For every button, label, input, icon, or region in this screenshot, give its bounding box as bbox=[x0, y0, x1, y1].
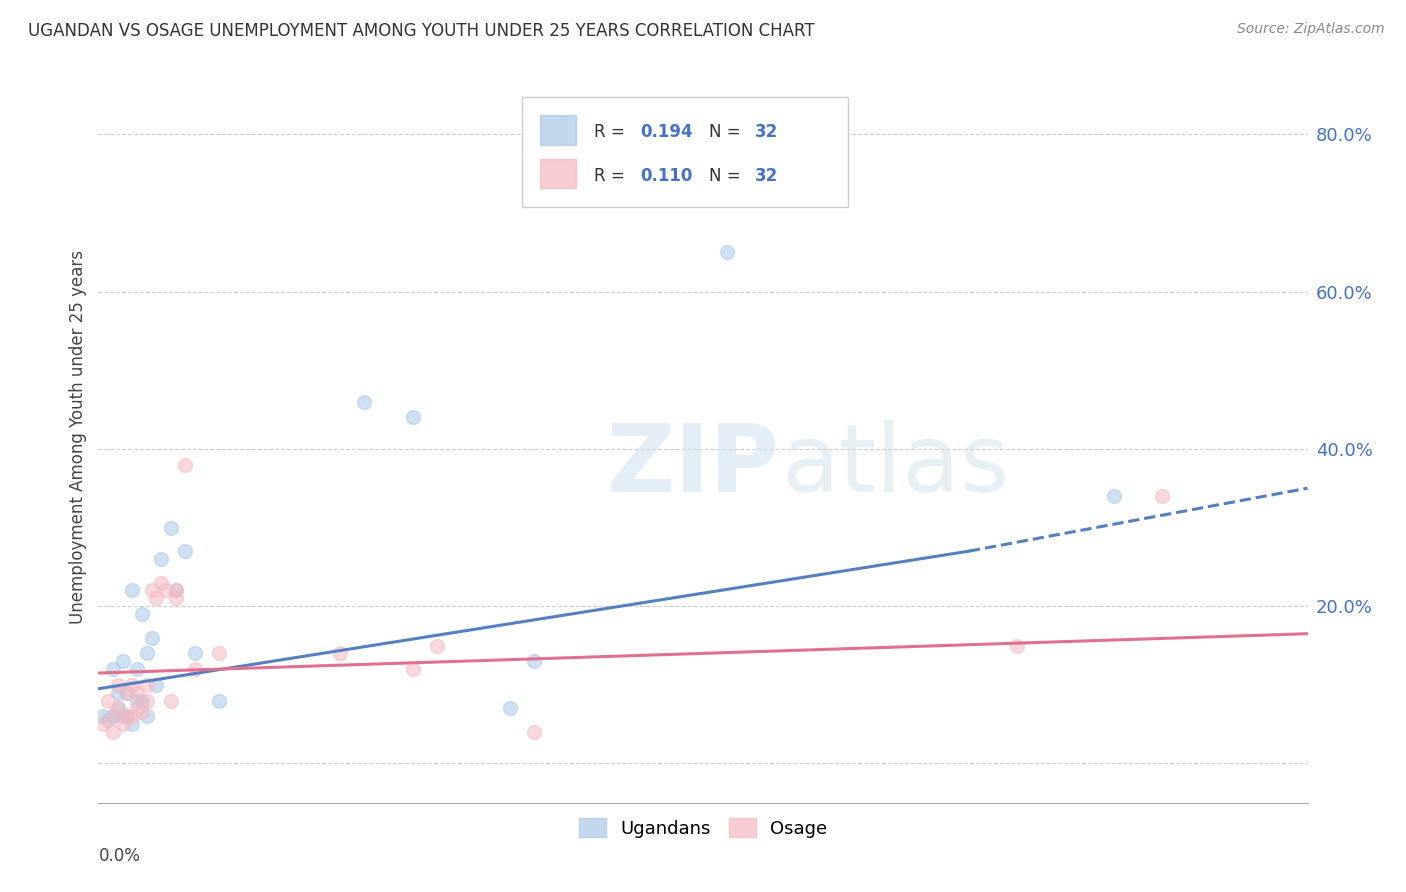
Point bbox=[150, 575, 173, 590]
Point bbox=[160, 520, 183, 534]
Text: Source: ZipAtlas.com: Source: ZipAtlas.com bbox=[1237, 22, 1385, 37]
Point bbox=[111, 709, 134, 723]
Point bbox=[174, 458, 197, 472]
FancyBboxPatch shape bbox=[540, 159, 576, 188]
Text: N =: N = bbox=[709, 167, 747, 185]
Point bbox=[329, 646, 352, 660]
Text: R =: R = bbox=[595, 167, 630, 185]
Point bbox=[135, 709, 157, 723]
Point bbox=[135, 693, 157, 707]
Text: 32: 32 bbox=[755, 123, 779, 141]
Point bbox=[426, 639, 449, 653]
Point bbox=[97, 713, 120, 727]
Point bbox=[107, 701, 129, 715]
Text: R =: R = bbox=[595, 123, 630, 141]
Point bbox=[716, 245, 738, 260]
Point bbox=[1007, 639, 1029, 653]
Text: 0.110: 0.110 bbox=[640, 167, 693, 185]
Point bbox=[135, 646, 157, 660]
Point bbox=[141, 583, 163, 598]
Point bbox=[135, 678, 157, 692]
Point bbox=[208, 693, 231, 707]
Point bbox=[111, 654, 134, 668]
Point bbox=[353, 394, 375, 409]
Point bbox=[165, 583, 187, 598]
Point bbox=[101, 709, 124, 723]
Point bbox=[150, 552, 173, 566]
Text: 0.0%: 0.0% bbox=[98, 847, 141, 864]
Point bbox=[117, 709, 139, 723]
Point bbox=[117, 709, 139, 723]
FancyBboxPatch shape bbox=[540, 115, 576, 145]
Point bbox=[121, 678, 143, 692]
Point bbox=[208, 646, 231, 660]
Text: 0.194: 0.194 bbox=[640, 123, 693, 141]
Point bbox=[97, 693, 120, 707]
Point bbox=[131, 693, 153, 707]
Point bbox=[121, 709, 143, 723]
Point bbox=[117, 686, 139, 700]
Point bbox=[107, 701, 129, 715]
Point bbox=[127, 693, 149, 707]
Point bbox=[165, 583, 187, 598]
Point bbox=[184, 662, 207, 676]
Point bbox=[131, 607, 153, 621]
Y-axis label: Unemployment Among Youth under 25 years: Unemployment Among Youth under 25 years bbox=[69, 250, 87, 624]
Point bbox=[131, 706, 153, 720]
Point bbox=[101, 725, 124, 739]
Point bbox=[160, 693, 183, 707]
Text: UGANDAN VS OSAGE UNEMPLOYMENT AMONG YOUTH UNDER 25 YEARS CORRELATION CHART: UGANDAN VS OSAGE UNEMPLOYMENT AMONG YOUT… bbox=[28, 22, 814, 40]
FancyBboxPatch shape bbox=[522, 97, 848, 207]
Point bbox=[145, 678, 167, 692]
Text: N =: N = bbox=[709, 123, 747, 141]
Point bbox=[91, 717, 114, 731]
Point bbox=[155, 583, 177, 598]
Point bbox=[127, 686, 149, 700]
Point bbox=[127, 701, 149, 715]
Point bbox=[523, 654, 546, 668]
Point bbox=[165, 591, 187, 606]
Point bbox=[402, 410, 425, 425]
Point bbox=[523, 725, 546, 739]
Point bbox=[121, 717, 143, 731]
Point bbox=[145, 591, 167, 606]
Point bbox=[402, 662, 425, 676]
Text: 32: 32 bbox=[755, 167, 779, 185]
Point bbox=[1152, 489, 1174, 503]
Point bbox=[141, 631, 163, 645]
Point bbox=[1102, 489, 1125, 503]
Point bbox=[107, 686, 129, 700]
Point bbox=[498, 701, 520, 715]
Point bbox=[121, 583, 143, 598]
Point bbox=[107, 678, 129, 692]
Point bbox=[127, 662, 149, 676]
Point bbox=[101, 662, 124, 676]
Point bbox=[111, 717, 134, 731]
Text: ZIP: ZIP bbox=[606, 420, 779, 512]
Legend: Ugandans, Osage: Ugandans, Osage bbox=[571, 811, 835, 845]
Point bbox=[184, 646, 207, 660]
Point bbox=[174, 544, 197, 558]
Point bbox=[101, 709, 124, 723]
Point bbox=[117, 686, 139, 700]
Text: atlas: atlas bbox=[782, 420, 1010, 512]
Point bbox=[91, 709, 114, 723]
